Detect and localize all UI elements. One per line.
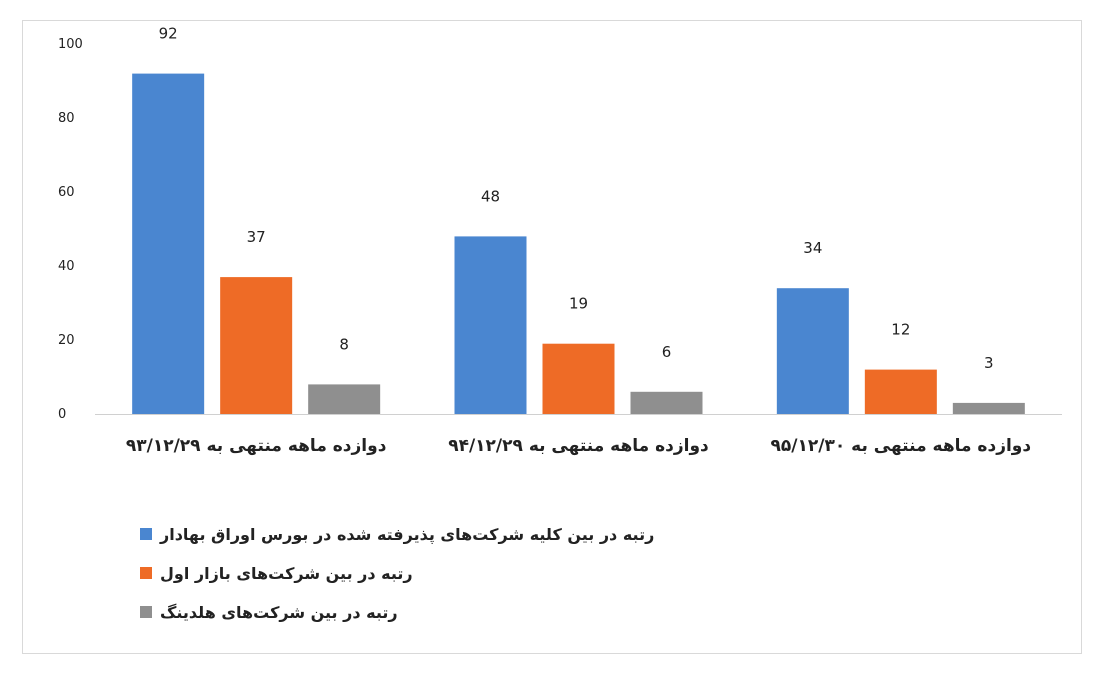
y-tick-label: 100 (58, 37, 83, 52)
data-label: 12 (891, 321, 910, 339)
y-tick-label: 60 (58, 185, 75, 200)
data-label: 19 (569, 295, 588, 313)
legend-label: رتبه در بین کلیه شرکت‌های پذیرفته شده در… (160, 524, 655, 544)
bar-series-3-cat-2 (630, 391, 703, 414)
legend-swatch (140, 528, 152, 540)
bar-series-2-cat-2 (542, 343, 615, 414)
legend-item: رتبه در بین شرکت‌های بازار اول (140, 559, 654, 587)
category-labels-group: دوازده ماهه منتهی به ۹۳/۱۲/۲۹ دوازده ماهه… (126, 436, 1031, 456)
legend-label: رتبه در بین شرکت‌های هلدینگ (160, 602, 398, 622)
legend: رتبه در بین کلیه شرکت‌های پذیرفته شده در… (140, 520, 654, 637)
bar-series-1-cat-2 (454, 236, 527, 414)
data-label: 6 (662, 343, 672, 361)
bar-series-2-cat-1 (220, 277, 293, 414)
bar-series-2-cat-3 (864, 369, 937, 414)
legend-swatch (140, 567, 152, 579)
data-label: 37 (247, 228, 266, 246)
y-tick-label: 80 (58, 111, 75, 126)
data-labels-group: 92 37 8 48 19 6 34 12 3 (159, 25, 994, 372)
y-tick-label: 20 (58, 333, 75, 348)
y-tick-label: 40 (58, 259, 75, 274)
category-label: دوازده ماهه منتهی به ۹۵/۱۲/۳۰ (771, 436, 1032, 456)
y-axis-ticks: 0 20 40 60 80 100 (58, 37, 83, 422)
category-label: دوازده ماهه منتهی به ۹۴/۱۲/۲۹ (448, 436, 709, 456)
bar-series-1-cat-3 (776, 288, 849, 414)
category-label: دوازده ماهه منتهی به ۹۳/۱۲/۲۹ (126, 436, 387, 456)
legend-item: رتبه در بین شرکت‌های هلدینگ (140, 598, 654, 626)
data-label: 48 (481, 187, 500, 205)
bar-series-3-cat-1 (308, 384, 381, 414)
legend-swatch (140, 606, 152, 618)
data-label: 3 (984, 354, 994, 372)
data-label: 8 (339, 335, 349, 353)
y-tick-label: 0 (58, 407, 66, 422)
legend-item: رتبه در بین کلیه شرکت‌های پذیرفته شده در… (140, 520, 654, 548)
bar-series-3-cat-3 (952, 402, 1025, 414)
data-label: 92 (159, 25, 178, 43)
legend-label: رتبه در بین شرکت‌های بازار اول (160, 563, 413, 583)
data-label: 34 (803, 239, 822, 257)
bars-group (132, 73, 1025, 414)
bar-series-1-cat-1 (132, 73, 205, 414)
